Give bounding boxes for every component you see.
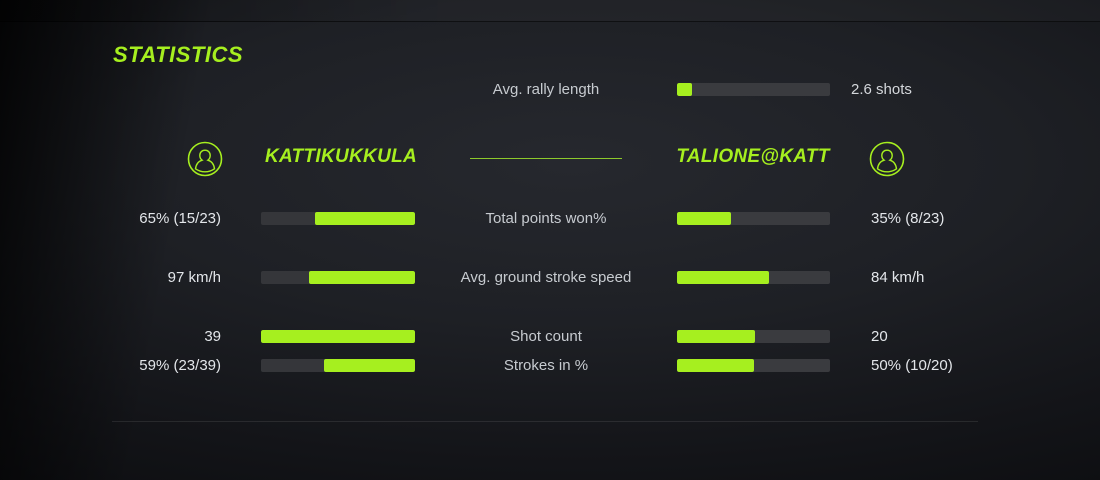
stat-label: Shot count [510,328,582,345]
stat-bar-right-fill [677,330,756,343]
stat-value-left: 65% (15/23) [139,210,221,227]
stat-bar-left-fill [308,271,415,284]
stat-label: Total points won% [485,210,607,227]
person-icon [187,141,223,177]
player-right-name: TALIONE@KATT [676,146,830,167]
stat-bar-left [261,212,415,225]
stat-value-right: 20 [871,328,888,345]
person-icon [869,141,905,177]
stat-bar-left-fill [314,212,415,225]
stat-bar-left [261,330,415,343]
stat-row-stroke-speed: 97 km/h Avg. ground stroke speed 84 km/h [0,269,1100,286]
stat-value-left: 97 km/h [167,269,221,286]
rally-length-label: Avg. rally length [492,81,600,98]
rally-length-value: 2.6 shots [851,81,912,98]
stat-bar-right-fill [677,271,769,284]
player-right-avatar [869,141,905,177]
players-divider-line [470,158,622,159]
stat-value-right: 50% (10/20) [871,357,953,374]
stat-row-total-points: 65% (15/23) Total points won% 35% (8/23) [0,210,1100,227]
bottom-divider-line [112,421,978,422]
player-left-name: KATTIKUKKULA [264,146,418,167]
stat-bar-right [677,359,830,372]
stat-value-right: 84 km/h [871,269,925,286]
stat-bar-left-fill [324,359,415,372]
stat-label: Strokes in % [503,357,589,374]
rally-length-bar-fill [677,83,693,96]
top-edge-strip [0,0,1100,22]
stat-bar-right [677,330,830,343]
stat-bar-right [677,271,830,284]
stat-bar-left [261,271,415,284]
player-left-avatar [187,141,223,177]
stat-bar-right-fill [677,212,731,225]
stat-bar-left [261,359,415,372]
rally-length-row: Avg. rally length 2.6 shots [0,81,1100,98]
stat-bar-right [677,212,830,225]
stat-label: Avg. ground stroke speed [460,269,632,286]
stat-value-left: 59% (23/39) [139,357,221,374]
rally-length-bar [677,83,830,96]
stat-row-shot-count: 39 Shot count 20 [0,328,1100,345]
stat-bar-left-fill [261,330,415,343]
stat-value-right: 35% (8/23) [871,210,945,227]
stat-value-left: 39 [204,328,221,345]
stat-row-strokes-in: 59% (23/39) Strokes in % 50% (10/20) [0,357,1100,374]
page-title: STATISTICS [113,42,244,67]
stat-bar-right-fill [677,359,754,372]
